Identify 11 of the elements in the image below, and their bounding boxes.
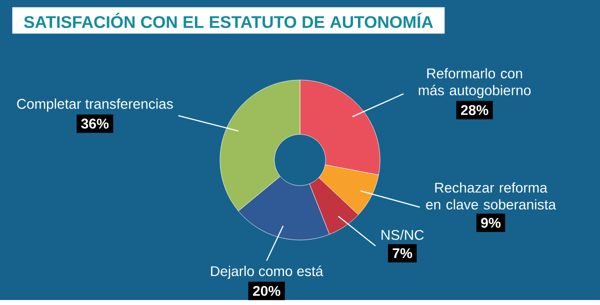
slice-label: Rechazar reforma en clave soberanista <box>426 182 556 210</box>
chart-title: SATISFACIÓN CON EL ESTATUTO DE AUTONOMÍA <box>24 13 433 28</box>
data-label: 20% <box>253 286 280 296</box>
data-label: 7% <box>392 248 412 258</box>
slice-label: Reformarlo con más autogobierno <box>418 68 531 98</box>
slice-label: Completar transferencias <box>17 98 173 112</box>
data-label: 28% <box>460 105 488 116</box>
slice-label: Dejarlo como está <box>211 266 324 280</box>
data-label: 36% <box>81 118 109 129</box>
data-label: 9% <box>481 218 501 228</box>
slice-label: NS/NC <box>382 230 424 240</box>
